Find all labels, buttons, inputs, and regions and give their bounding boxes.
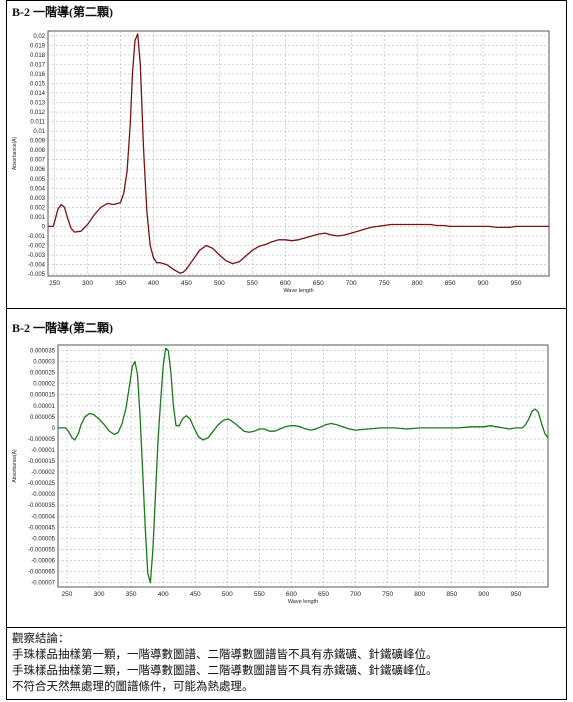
x-tick-label: 650 (318, 591, 329, 598)
y-tick-label: -0.00006 (31, 558, 55, 564)
x-tick-label: 850 (446, 591, 457, 598)
plot-area (57, 344, 549, 588)
y-tick-label: 0.00001 (33, 404, 55, 410)
second-derivative-chart: 0.000035 0.00003 0.000025 0.00002 0.000015 0.… (12, 344, 549, 605)
y-tick-label: 0.01 (33, 129, 45, 135)
x-tick-label: 450 (190, 591, 201, 598)
y-tick-label: 0.002 (30, 205, 46, 211)
x-tick-label: 750 (382, 591, 393, 598)
y-tick-label: 0.004 (30, 186, 46, 192)
y-tick-label: 0.014 (30, 91, 46, 97)
section-divider (6, 308, 567, 309)
y-tick-label: -0.000025 (28, 481, 56, 487)
x-tick-label: 950 (511, 280, 522, 287)
y-tick-label: 0.007 (30, 158, 46, 164)
y-tick-label: 0.018 (30, 53, 46, 59)
y-tick-label: 0.012 (30, 110, 46, 116)
plot-area (47, 30, 550, 277)
y-tick-label: -0.000055 (28, 547, 56, 553)
chart2-title: B-2 一階導(第二顆) (12, 321, 113, 335)
x-tick-label: 900 (478, 280, 489, 287)
report-frame (6, 0, 567, 700)
x-tick-label: 550 (247, 280, 258, 287)
series-line-1 (48, 33, 549, 274)
y-tick-label: 0.017 (30, 62, 46, 68)
y-tick-label: 0.008 (30, 148, 46, 154)
y-tick-label: 0.003 (30, 196, 46, 202)
y-axis-label: Absorbance(A) (12, 136, 18, 170)
x-tick-label: 600 (280, 280, 291, 287)
x-tick-label: 400 (158, 591, 169, 598)
chart1-title: B-2 一階導(第二顆) (12, 5, 113, 19)
y-tick-label: -0.000005 (28, 437, 56, 443)
y-tick-label: 0.02 (33, 34, 45, 40)
x-tick-label: 300 (82, 280, 93, 287)
x-tick-label: 800 (414, 591, 425, 598)
y-tick-label: 0.00003 (33, 360, 55, 366)
observation-notes: 觀察結論： 手珠樣品抽樣第一顆，一階導數圖譜、二階導數圖譜皆不具有赤鐵礦、針鐵礦… (12, 630, 438, 694)
x-tick-label: 950 (511, 591, 522, 598)
x-tick-label: 350 (115, 280, 126, 287)
y-tick-label: 0.011 (30, 120, 45, 126)
notes-line-2: 手珠樣品抽樣第二顆，一階導數圖譜、二階導數圖譜皆不具有赤鐵礦、針鐵礦峰位。 (12, 663, 438, 677)
y-tick-label: 0.013 (30, 100, 46, 106)
x-axis-label: Wave length (288, 599, 318, 605)
x-tick-label: 500 (214, 280, 225, 287)
y-tick-label: 0.009 (30, 139, 46, 145)
y-tick-label: -0.00001 (31, 448, 55, 454)
y-tick-label: 0.016 (30, 72, 46, 78)
x-tick-label: 250 (62, 591, 73, 598)
y-tick-label: 0.000035 (30, 349, 56, 355)
y-tick-label: 0.015 (30, 81, 46, 87)
y-tick-label: -0.001 (28, 234, 46, 240)
y-tick-label: -0.000035 (28, 503, 56, 509)
y-tick-label: 0.019 (30, 43, 46, 49)
y-tick-label: 0 (52, 426, 56, 432)
y-tick-label: 0.001 (30, 215, 46, 221)
y-tick-label: -0.002 (28, 243, 46, 249)
first-derivative-chart: 0.020.0190.0180.0170.0160.0150.0140.0130… (12, 30, 550, 294)
y-tick-label: -0.004 (28, 263, 46, 269)
notes-divider (6, 627, 567, 628)
y-axis-label: Absorbance(A) (12, 449, 18, 483)
x-tick-label: 600 (286, 591, 297, 598)
x-tick-label: 700 (346, 280, 357, 287)
y-tick-label: -0.000045 (28, 525, 56, 531)
notes-heading: 觀察結論： (12, 631, 70, 645)
x-tick-label: 450 (181, 280, 192, 287)
y-tick-label: 0.000005 (30, 415, 56, 421)
x-tick-label: 250 (49, 280, 60, 287)
y-tick-label: 0.00002 (33, 382, 55, 388)
x-tick-label: 800 (412, 280, 423, 287)
y-tick-label: -0.000015 (28, 459, 56, 465)
y-tick-label: -0.00003 (31, 492, 55, 498)
x-tick-label: 550 (254, 591, 265, 598)
y-tick-label: -0.000065 (28, 570, 56, 576)
y-tick-label: -0.00002 (31, 470, 55, 476)
y-tick-label: 0.005 (30, 177, 46, 183)
notes-line-3: 不符合天然無處理的圖譜條件，可能為熱處理。 (12, 679, 254, 693)
x-tick-label: 500 (222, 591, 233, 598)
y-tick-label: -0.00005 (31, 536, 55, 542)
y-tick-label: 0.006 (30, 167, 46, 173)
notes-line-1: 手珠樣品抽樣第一顆，一階導數圖譜、二階導數圖譜皆不具有赤鐵礦、針鐵礦峰位。 (12, 647, 438, 661)
y-tick-label: -0.005 (28, 272, 46, 278)
x-tick-label: 750 (379, 280, 390, 287)
x-tick-label: 300 (94, 591, 105, 598)
y-tick-label: 0.000025 (30, 371, 56, 377)
y-tick-label: 0.000015 (30, 393, 56, 399)
x-tick-label: 350 (126, 591, 137, 598)
x-tick-label: 700 (350, 591, 361, 598)
x-tick-label: 850 (445, 280, 456, 287)
y-tick-label: -0.003 (28, 253, 46, 259)
y-tick-label: -0.00007 (31, 581, 55, 587)
y-tick-label: 0 (42, 224, 46, 230)
x-tick-label: 650 (313, 280, 324, 287)
series-line-2 (58, 347, 549, 584)
x-axis-label: Wave length (283, 288, 313, 294)
x-tick-label: 400 (148, 280, 159, 287)
y-tick-label: -0.00004 (31, 514, 55, 520)
x-tick-label: 900 (478, 591, 489, 598)
